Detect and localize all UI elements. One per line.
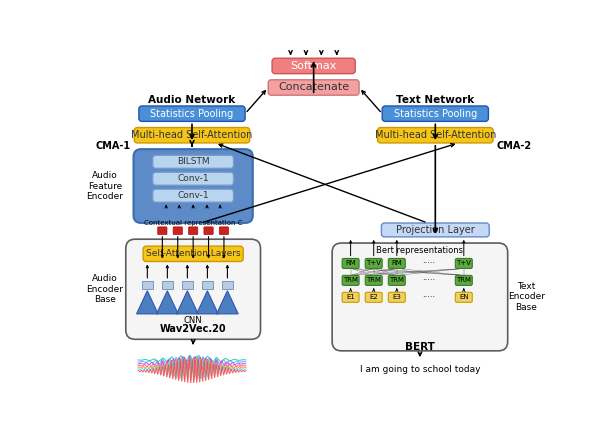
Polygon shape: [177, 291, 198, 314]
Text: BILSTM: BILSTM: [177, 157, 209, 166]
FancyBboxPatch shape: [173, 227, 182, 234]
FancyBboxPatch shape: [158, 227, 167, 234]
Text: CMA-2: CMA-2: [496, 141, 531, 151]
Text: Audio
Encoder
Base: Audio Encoder Base: [86, 274, 124, 304]
Text: ·····: ·····: [423, 293, 436, 302]
Text: I am going to school today: I am going to school today: [360, 365, 480, 374]
Text: Wav2Vec.20: Wav2Vec.20: [160, 324, 226, 334]
Text: E1: E1: [346, 294, 355, 300]
FancyBboxPatch shape: [389, 258, 405, 269]
FancyBboxPatch shape: [365, 293, 382, 302]
Text: Conv-1: Conv-1: [177, 174, 209, 183]
FancyBboxPatch shape: [133, 149, 253, 223]
Text: Text Network: Text Network: [396, 95, 474, 105]
Text: BERT: BERT: [405, 342, 435, 352]
FancyBboxPatch shape: [389, 276, 405, 286]
FancyBboxPatch shape: [182, 281, 193, 289]
FancyBboxPatch shape: [455, 293, 472, 302]
Text: RM: RM: [345, 260, 356, 266]
FancyBboxPatch shape: [162, 281, 173, 289]
Text: TRM: TRM: [389, 277, 405, 283]
Text: TRM: TRM: [457, 277, 471, 283]
FancyBboxPatch shape: [382, 106, 488, 122]
FancyBboxPatch shape: [389, 293, 405, 302]
FancyBboxPatch shape: [142, 281, 153, 289]
FancyBboxPatch shape: [222, 281, 233, 289]
FancyBboxPatch shape: [153, 155, 234, 168]
FancyBboxPatch shape: [332, 243, 508, 351]
Text: Bert representations: Bert representations: [376, 246, 463, 255]
Text: EN: EN: [459, 294, 469, 300]
Polygon shape: [196, 291, 218, 314]
Text: ·····: ·····: [423, 276, 436, 285]
Polygon shape: [217, 291, 238, 314]
Text: T+V: T+V: [457, 260, 471, 266]
Text: Softmax: Softmax: [291, 61, 337, 71]
Polygon shape: [136, 291, 158, 314]
FancyBboxPatch shape: [342, 276, 359, 286]
Text: T+V: T+V: [366, 260, 381, 266]
FancyBboxPatch shape: [202, 281, 213, 289]
FancyBboxPatch shape: [153, 189, 234, 202]
FancyBboxPatch shape: [365, 258, 382, 269]
Text: CNN: CNN: [184, 316, 203, 325]
FancyBboxPatch shape: [143, 246, 243, 262]
Text: ·····: ·····: [423, 259, 436, 268]
FancyBboxPatch shape: [365, 276, 382, 286]
FancyBboxPatch shape: [342, 258, 359, 269]
Text: Self-Attention Layers: Self-Attention Layers: [146, 249, 241, 258]
Text: Audio
Feature
Encoder: Audio Feature Encoder: [86, 171, 124, 201]
FancyBboxPatch shape: [455, 276, 472, 286]
Text: Multi-head Self-Attention: Multi-head Self-Attention: [375, 130, 496, 140]
FancyBboxPatch shape: [153, 172, 234, 185]
Text: Text
Encoder
Base: Text Encoder Base: [508, 282, 545, 312]
FancyBboxPatch shape: [272, 58, 355, 74]
Text: E2: E2: [369, 294, 378, 300]
FancyBboxPatch shape: [139, 106, 245, 122]
FancyBboxPatch shape: [188, 227, 198, 234]
FancyBboxPatch shape: [126, 239, 261, 339]
Text: Contextual representation C: Contextual representation C: [144, 220, 242, 226]
Text: Multi-head Self-Attention: Multi-head Self-Attention: [132, 130, 253, 140]
Text: CMA-1: CMA-1: [96, 141, 131, 151]
FancyBboxPatch shape: [455, 258, 472, 269]
FancyBboxPatch shape: [268, 80, 359, 95]
Text: RM: RM: [392, 260, 402, 266]
Text: Projection Layer: Projection Layer: [396, 225, 475, 235]
FancyBboxPatch shape: [219, 227, 228, 234]
FancyBboxPatch shape: [381, 223, 489, 237]
FancyBboxPatch shape: [378, 128, 493, 143]
FancyBboxPatch shape: [134, 128, 250, 143]
FancyBboxPatch shape: [342, 293, 359, 302]
Text: Statistics Pooling: Statistics Pooling: [394, 108, 477, 118]
Text: Concatenate: Concatenate: [278, 82, 349, 92]
Text: TRM: TRM: [366, 277, 381, 283]
Text: TRM: TRM: [343, 277, 358, 283]
Text: Conv-1: Conv-1: [177, 191, 209, 200]
Polygon shape: [157, 291, 178, 314]
Text: E3: E3: [392, 294, 401, 300]
Text: Audio Network: Audio Network: [148, 95, 236, 105]
Text: Statistics Pooling: Statistics Pooling: [151, 108, 234, 118]
FancyBboxPatch shape: [204, 227, 213, 234]
